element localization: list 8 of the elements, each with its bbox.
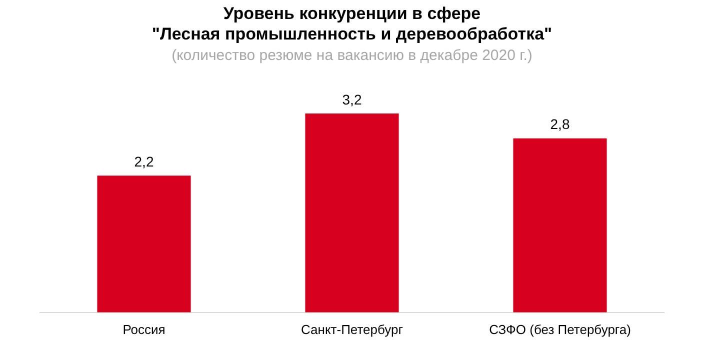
chart-title: Уровень конкуренции в сфере "Лесная промышленность и деревообработка" — [152, 4, 552, 44]
data-label: 2,8 — [550, 116, 570, 132]
x-tick-label: Россия — [122, 322, 166, 337]
x-tick-label: СЗФО (без Петербурга) — [489, 322, 631, 337]
data-label: 2,2 — [134, 153, 154, 170]
data-label: 3,2 — [342, 91, 362, 108]
chart-subtitle: (количество резюме на вакансию в декабре 2020 г.) — [172, 46, 532, 64]
x-tick-label: Санкт-Петербург — [301, 322, 404, 337]
